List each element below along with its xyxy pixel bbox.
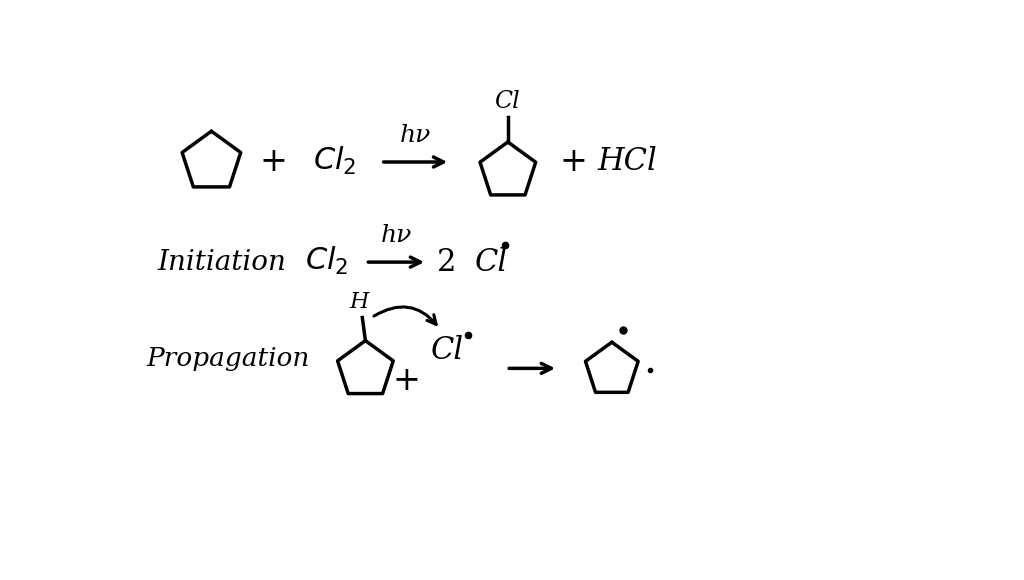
Text: Cl: Cl bbox=[431, 335, 464, 366]
Text: hν: hν bbox=[381, 224, 412, 246]
Text: $Cl_2$: $Cl_2$ bbox=[313, 144, 356, 176]
Text: 2: 2 bbox=[436, 246, 456, 278]
Text: Cl: Cl bbox=[494, 90, 519, 113]
Text: +: + bbox=[259, 146, 287, 178]
Text: Initiation: Initiation bbox=[158, 249, 287, 276]
Text: $Cl_2$: $Cl_2$ bbox=[305, 245, 348, 277]
Text: Cl: Cl bbox=[474, 246, 508, 278]
Text: Propagation: Propagation bbox=[146, 346, 309, 371]
Text: hν: hν bbox=[399, 124, 431, 147]
Text: +: + bbox=[559, 146, 587, 178]
Text: +: + bbox=[392, 365, 420, 397]
Text: H: H bbox=[349, 291, 369, 313]
Text: HCl: HCl bbox=[597, 147, 657, 177]
